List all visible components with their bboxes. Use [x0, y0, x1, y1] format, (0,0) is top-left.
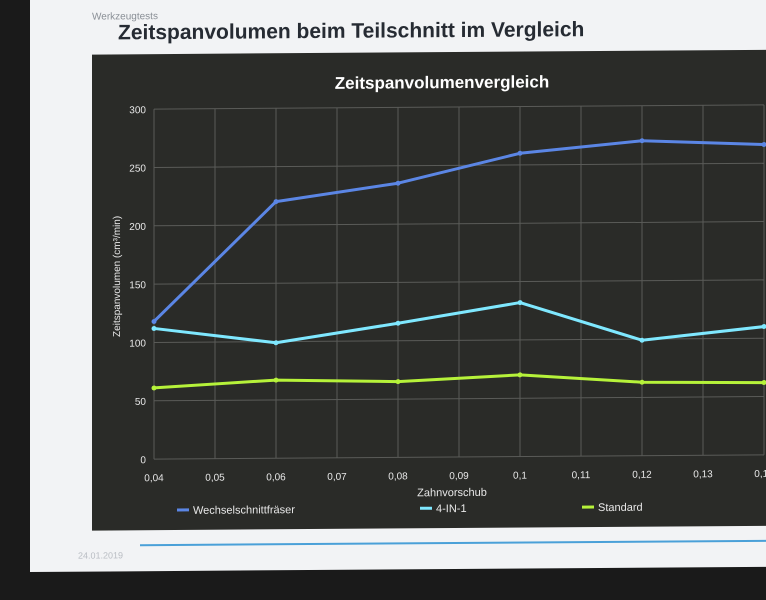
- series-lines: [151, 138, 766, 391]
- y-tick-label: 250: [129, 164, 146, 175]
- slide-title: Zeitspanvolumen beim Teilschnitt im Verg…: [118, 18, 585, 45]
- data-point: [273, 199, 279, 205]
- x-tick-label: 0,11: [572, 470, 591, 481]
- x-tick-label: 0,06: [266, 472, 286, 483]
- x-tick-label: 0,13: [693, 469, 713, 480]
- x-tick-label: 0,1: [513, 471, 527, 482]
- data-point: [517, 150, 523, 156]
- x-tick-label: 0,14: [754, 469, 766, 480]
- series-line-1: [152, 139, 765, 323]
- data-point: [639, 379, 645, 385]
- x-axis-ticks: 0,04 0,05 0,06 0,07 0,08 0,09 0,1 0,11 0,12 0,13 0…: [144, 469, 766, 484]
- y-tick-label: 300: [129, 105, 146, 116]
- x-axis-label: Zahnvorschub: [417, 487, 487, 499]
- x-tick-label: 0,05: [205, 473, 225, 484]
- data-point: [395, 320, 401, 326]
- legend-label: Wechselschnittfräser: [193, 504, 295, 517]
- data-point: [761, 380, 766, 386]
- x-tick-label: 0,08: [388, 471, 408, 482]
- data-point: [151, 318, 157, 324]
- footer-line: [140, 539, 766, 547]
- data-point: [273, 377, 279, 383]
- series-line-3: [153, 373, 765, 390]
- data-point: [517, 300, 523, 306]
- legend-item: 4-IN-1: [420, 503, 467, 515]
- data-point: [151, 385, 157, 391]
- data-point: [761, 142, 766, 148]
- y-axis-ticks: 0 50 100 150 200 250 300: [129, 105, 146, 466]
- data-point: [761, 324, 766, 330]
- legend: Wechselschnittfräser 4-IN-1 Standard: [177, 502, 643, 517]
- data-point: [151, 325, 157, 331]
- grid-lines: [153, 104, 765, 460]
- y-tick-label: 200: [129, 222, 146, 233]
- y-axis-label: Zeitspanvolumen (cm³/min): [112, 216, 123, 337]
- y-tick-label: 50: [135, 397, 147, 408]
- x-tick-label: 0,07: [327, 472, 347, 483]
- y-tick-label: 0: [140, 455, 146, 466]
- data-point: [395, 180, 401, 186]
- x-tick-label: 0,09: [449, 471, 469, 482]
- y-tick-label: 100: [129, 339, 146, 350]
- data-point: [395, 379, 401, 385]
- series-line-2: [153, 301, 765, 345]
- data-point: [639, 138, 645, 144]
- slide: Werkzeugtests Zeitspanvolumen beim Teils…: [30, 0, 766, 572]
- legend-item: Standard: [582, 502, 643, 514]
- chart-panel: 0 50 100 150 200 250 300 0,04 0,05 0,06 0,07 0,08 0…: [92, 49, 766, 531]
- chart-title: Zeitspanvolumenvergleich: [335, 72, 549, 92]
- legend-label: Standard: [598, 502, 643, 514]
- x-tick-label: 0,12: [632, 470, 652, 481]
- data-point: [273, 340, 279, 346]
- y-tick-label: 150: [129, 280, 146, 291]
- data-point: [639, 337, 645, 343]
- legend-label: 4-IN-1: [436, 503, 467, 515]
- legend-item: Wechselschnittfräser: [177, 504, 295, 517]
- data-point: [517, 372, 523, 378]
- footer-date: 24.01.2019: [78, 550, 124, 561]
- x-tick-label: 0,04: [144, 473, 164, 484]
